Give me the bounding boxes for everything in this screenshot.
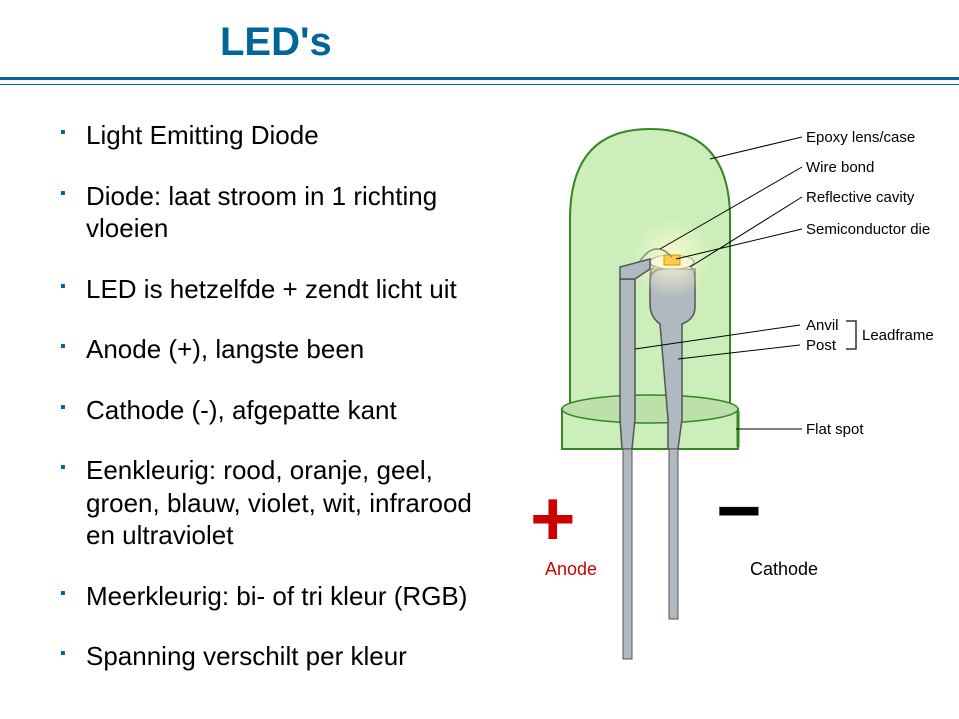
diagram-container: Epoxy lens/case Wire bond Reflective cav… (500, 119, 939, 701)
bullet-item: Anode (+), langste been (60, 333, 500, 366)
label-leadframe: Leadframe (862, 327, 934, 344)
bullet-item: LED is hetzelfde + zendt licht uit (60, 273, 500, 306)
label-anode: Anode (545, 559, 597, 580)
minus-symbol: − (716, 471, 762, 549)
title-rule-thin (0, 84, 959, 85)
title-rule-thick (0, 77, 959, 80)
plus-symbol: + (530, 479, 576, 557)
label-reflective: Reflective cavity (806, 189, 914, 206)
label-post: Post (806, 337, 836, 354)
bullet-item: Eenkleurig: rood, oranje, geel, groen, b… (60, 454, 500, 552)
label-epoxy: Epoxy lens/case (806, 129, 915, 146)
label-cathode: Cathode (750, 559, 818, 580)
cathode-lead (669, 449, 678, 619)
bullet-item: Cathode (-), afgepatte kant (60, 394, 500, 427)
bullet-item: Meerkleurig: bi- of tri kleur (RGB) (60, 580, 500, 613)
content-area: Light Emitting Diode Diode: laat stroom … (0, 89, 959, 701)
label-flatspot: Flat spot (806, 421, 864, 438)
bullet-item: Spanning verschilt per kleur (60, 640, 500, 673)
bullet-item: Diode: laat stroom in 1 richting vloeien (60, 180, 500, 245)
slide-title: LED's (0, 0, 959, 73)
bullet-list: Light Emitting Diode Diode: laat stroom … (60, 119, 500, 701)
anode-lead (623, 449, 632, 659)
bullet-item: Light Emitting Diode (60, 119, 500, 152)
label-wirebond: Wire bond (806, 159, 874, 176)
led-diagram: Epoxy lens/case Wire bond Reflective cav… (500, 109, 940, 669)
label-semiconductor: Semiconductor die (806, 221, 930, 238)
label-anvil: Anvil (806, 317, 839, 334)
